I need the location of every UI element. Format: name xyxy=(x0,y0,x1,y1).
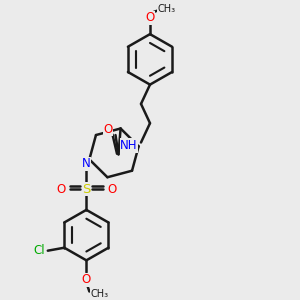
Text: Cl: Cl xyxy=(33,244,45,257)
Text: O: O xyxy=(107,183,116,196)
Text: CH₃: CH₃ xyxy=(91,290,109,299)
Text: CH₃: CH₃ xyxy=(158,4,175,14)
Text: O: O xyxy=(146,11,154,24)
Text: O: O xyxy=(82,273,91,286)
Text: S: S xyxy=(82,183,91,196)
Text: O: O xyxy=(103,123,112,136)
Text: N: N xyxy=(82,158,91,170)
Text: O: O xyxy=(56,183,65,196)
Text: NH: NH xyxy=(120,139,138,152)
